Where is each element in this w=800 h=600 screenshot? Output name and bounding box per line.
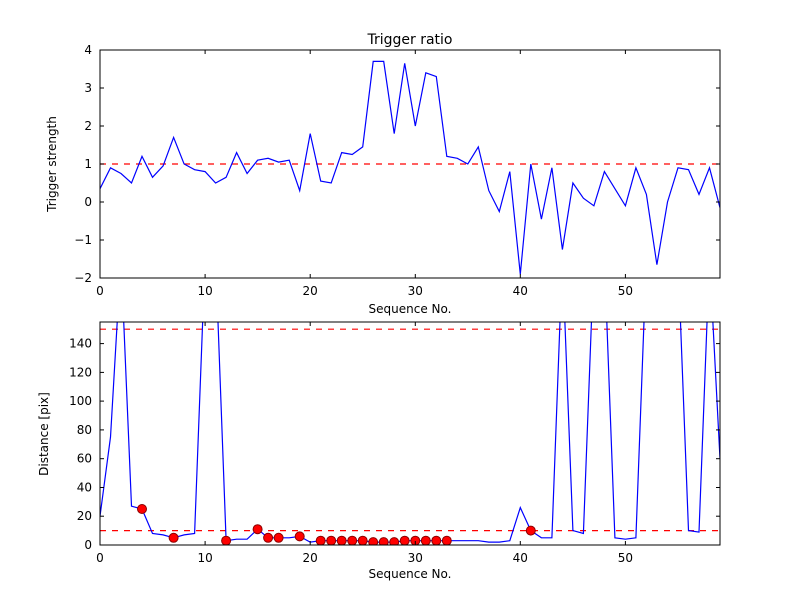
top-y-tick-label: 3 — [84, 81, 92, 95]
bottom-y-tick-label: 0 — [84, 538, 92, 552]
bottom-trigger-marker — [420, 535, 431, 545]
bottom-y-tick-label: 100 — [69, 394, 92, 408]
top-x-tick-label: 10 — [197, 284, 212, 298]
bottom-trigger-marker — [137, 504, 147, 514]
top-plot-xlabel: Sequence No. — [369, 302, 452, 316]
bottom-y-tick-label: 120 — [69, 365, 92, 379]
bottom-trigger-marker — [441, 535, 452, 545]
bottom-trigger-marker — [252, 524, 263, 535]
bottom-plot-area — [100, 322, 720, 545]
top-x-tick-label: 20 — [303, 284, 318, 298]
top-axes-frame — [99, 49, 721, 279]
bottom-trigger-marker — [221, 535, 232, 545]
bottom-x-tick-label: 50 — [618, 551, 633, 565]
bottom-trigger-marker — [431, 535, 442, 545]
bottom-y-tick-label: 20 — [77, 509, 92, 523]
bottom-trigger-marker — [347, 535, 358, 545]
top-y-tick-label: −1 — [74, 233, 92, 247]
bottom-y-tick-label: 60 — [77, 452, 92, 466]
bottom-x-tick-label: 20 — [303, 551, 318, 565]
bottom-trigger-marker — [168, 532, 179, 543]
bottom-x-tick-label: 0 — [96, 551, 104, 565]
bottom-axes-frame — [99, 321, 721, 546]
top-x-tick-label: 50 — [618, 284, 633, 298]
top-plot-title: Trigger ratio — [366, 32, 452, 48]
top-x-tick-label: 0 — [96, 284, 104, 298]
bottom-trigger-marker — [525, 525, 536, 536]
top-plot-area — [100, 60, 720, 275]
bottom-x-tick-label: 30 — [408, 551, 423, 565]
bottom-trigger-marker — [368, 537, 379, 545]
bottom-y-tick-label: 40 — [77, 481, 92, 495]
bottom-trigger-marker — [410, 535, 421, 545]
top-plot-ylabel: Trigger strength — [45, 116, 59, 213]
bottom-trigger-marker — [378, 537, 389, 545]
top-ticks: 0 10 20 30 40 50 −2 −1 0 1 2 3 4 — [74, 43, 720, 298]
bottom-trigger-marker — [273, 532, 284, 543]
bottom-trigger-marker — [357, 535, 368, 545]
top-y-tick-label: −2 — [74, 271, 92, 285]
top-y-tick-label: 2 — [84, 119, 92, 133]
bottom-ticks: 0 10 20 30 40 50 0 20 40 60 80 100 120 140 — [69, 322, 720, 565]
bottom-trigger-marker — [315, 535, 326, 545]
bottom-trigger-marker — [336, 535, 347, 545]
bottom-plot-ylabel: Distance [pix] — [37, 392, 51, 476]
bottom-trigger-marker — [263, 532, 274, 543]
bottom-trigger-marker — [326, 535, 337, 545]
top-y-tick-label: 0 — [84, 195, 92, 209]
bottom-trigger-marker — [399, 535, 410, 545]
top-x-tick-label: 40 — [513, 284, 528, 298]
top-x-tick-label: 30 — [408, 284, 423, 298]
bottom-trigger-marker — [389, 537, 400, 545]
bottom-plot-xlabel: Sequence No. — [369, 567, 452, 581]
top-data-line — [100, 60, 720, 275]
bottom-trigger-marker — [294, 531, 305, 542]
bottom-data-line — [100, 322, 720, 543]
bottom-x-tick-label: 40 — [513, 551, 528, 565]
bottom-x-tick-label: 10 — [197, 551, 212, 565]
top-y-tick-label: 4 — [84, 43, 92, 57]
top-y-tick-label: 1 — [84, 157, 92, 171]
bottom-y-tick-label: 80 — [77, 423, 92, 437]
bottom-y-tick-label: 140 — [69, 337, 92, 351]
